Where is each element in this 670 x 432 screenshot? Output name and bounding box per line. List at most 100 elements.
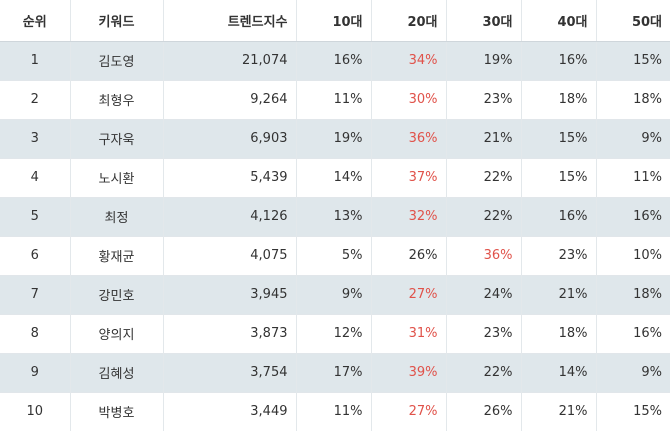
cell-rank: 6 xyxy=(0,235,70,275)
cell-age50: 15% xyxy=(595,40,670,80)
table-body: 1 김도영 21,074 16% 34% 19% 16% 15% 2 최형우 9,264 11% 30%… xyxy=(0,40,670,431)
cell-score: 3,945 xyxy=(162,274,296,314)
cell-age50: 10% xyxy=(595,235,670,275)
cell-keyword: 양의지 xyxy=(69,313,163,353)
cell-score: 9,264 xyxy=(162,79,296,119)
cell-age30: 23% xyxy=(445,313,521,353)
cell-age50: 9% xyxy=(595,118,670,158)
header-keyword: 키워드 xyxy=(69,0,163,42)
cell-age10: 19% xyxy=(295,118,371,158)
cell-age30: 22% xyxy=(445,196,521,236)
cell-age50: 16% xyxy=(595,196,670,236)
cell-age10: 13% xyxy=(295,196,371,236)
table-row: 8 양의지 3,873 12% 31% 23% 18% 16% xyxy=(0,313,670,353)
cell-age50: 11% xyxy=(595,157,670,197)
cell-score: 5,439 xyxy=(162,157,296,197)
cell-rank: 3 xyxy=(0,118,70,158)
table-row: 9 김혜성 3,754 17% 39% 22% 14% 9% xyxy=(0,352,670,392)
cell-score: 21,074 xyxy=(162,40,296,80)
cell-keyword: 최형우 xyxy=(69,79,163,119)
cell-rank: 10 xyxy=(0,391,70,431)
cell-age10: 17% xyxy=(295,352,371,392)
cell-age10: 16% xyxy=(295,40,371,80)
cell-keyword: 김혜성 xyxy=(69,352,163,392)
cell-age20: 36% xyxy=(370,118,446,158)
cell-age40: 21% xyxy=(520,274,596,314)
cell-score: 3,873 xyxy=(162,313,296,353)
cell-age20: 37% xyxy=(370,157,446,197)
cell-rank: 5 xyxy=(0,196,70,236)
cell-age30: 24% xyxy=(445,274,521,314)
cell-score: 6,903 xyxy=(162,118,296,158)
cell-score: 3,754 xyxy=(162,352,296,392)
header-rank: 순위 xyxy=(0,0,70,42)
cell-age40: 23% xyxy=(520,235,596,275)
cell-age10: 5% xyxy=(295,235,371,275)
cell-age20: 34% xyxy=(370,40,446,80)
cell-rank: 7 xyxy=(0,274,70,314)
cell-age30: 23% xyxy=(445,79,521,119)
cell-age20: 30% xyxy=(370,79,446,119)
header-age10: 10대 xyxy=(295,0,371,42)
cell-age50: 16% xyxy=(595,313,670,353)
table-row: 2 최형우 9,264 11% 30% 23% 18% 18% xyxy=(0,79,670,119)
cell-age20: 27% xyxy=(370,391,446,431)
cell-age20: 32% xyxy=(370,196,446,236)
cell-age30: 22% xyxy=(445,157,521,197)
cell-age30: 19% xyxy=(445,40,521,80)
cell-age10: 11% xyxy=(295,79,371,119)
header-age20: 20대 xyxy=(370,0,446,42)
cell-keyword: 강민호 xyxy=(69,274,163,314)
cell-keyword: 구자욱 xyxy=(69,118,163,158)
cell-age30: 26% xyxy=(445,391,521,431)
cell-keyword: 박병호 xyxy=(69,391,163,431)
cell-rank: 8 xyxy=(0,313,70,353)
cell-age10: 11% xyxy=(295,391,371,431)
cell-rank: 9 xyxy=(0,352,70,392)
cell-age20: 26% xyxy=(370,235,446,275)
header-score: 트렌드지수 xyxy=(162,0,296,42)
table-row: 7 강민호 3,945 9% 27% 24% 21% 18% xyxy=(0,274,670,314)
cell-keyword: 황재균 xyxy=(69,235,163,275)
table-row: 6 황재균 4,075 5% 26% 36% 23% 10% xyxy=(0,235,670,275)
cell-score: 4,075 xyxy=(162,235,296,275)
cell-age40: 16% xyxy=(520,40,596,80)
cell-age40: 14% xyxy=(520,352,596,392)
cell-age50: 9% xyxy=(595,352,670,392)
header-row: 순위 키워드 트렌드지수 10대 20대 30대 40대 50대 xyxy=(0,0,670,42)
cell-keyword: 김도영 xyxy=(69,40,163,80)
table-row: 5 최정 4,126 13% 32% 22% 16% 16% xyxy=(0,196,670,236)
cell-age50: 15% xyxy=(595,391,670,431)
cell-age20: 39% xyxy=(370,352,446,392)
cell-age20: 31% xyxy=(370,313,446,353)
cell-age50: 18% xyxy=(595,79,670,119)
header-age40: 40대 xyxy=(520,0,596,42)
cell-rank: 4 xyxy=(0,157,70,197)
cell-keyword: 노시환 xyxy=(69,157,163,197)
cell-age10: 12% xyxy=(295,313,371,353)
table-row: 1 김도영 21,074 16% 34% 19% 16% 15% xyxy=(0,40,670,80)
cell-age40: 18% xyxy=(520,79,596,119)
cell-age40: 18% xyxy=(520,313,596,353)
cell-age30: 36% xyxy=(445,235,521,275)
cell-age20: 27% xyxy=(370,274,446,314)
cell-rank: 1 xyxy=(0,40,70,80)
cell-age50: 18% xyxy=(595,274,670,314)
cell-age40: 15% xyxy=(520,118,596,158)
header-age50: 50대 xyxy=(595,0,670,42)
table-row: 10 박병호 3,449 11% 27% 26% 21% 15% xyxy=(0,391,670,431)
cell-age40: 21% xyxy=(520,391,596,431)
cell-age40: 15% xyxy=(520,157,596,197)
cell-score: 4,126 xyxy=(162,196,296,236)
cell-rank: 2 xyxy=(0,79,70,119)
table-row: 3 구자욱 6,903 19% 36% 21% 15% 9% xyxy=(0,118,670,158)
cell-age10: 9% xyxy=(295,274,371,314)
cell-age10: 14% xyxy=(295,157,371,197)
table-row: 4 노시환 5,439 14% 37% 22% 15% 11% xyxy=(0,157,670,197)
cell-age30: 21% xyxy=(445,118,521,158)
cell-age30: 22% xyxy=(445,352,521,392)
header-age30: 30대 xyxy=(445,0,521,42)
cell-keyword: 최정 xyxy=(69,196,163,236)
cell-score: 3,449 xyxy=(162,391,296,431)
